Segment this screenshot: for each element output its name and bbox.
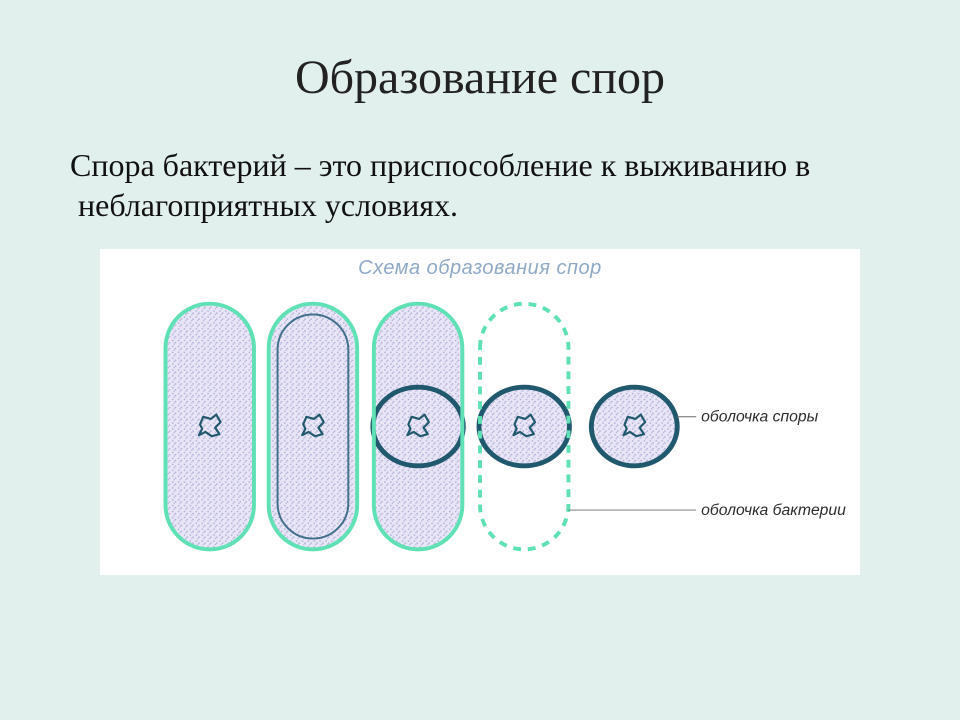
stage-4 [479,304,569,550]
label-bacteria-shell: оболочка бактерии [701,502,846,519]
spore-diagram: оболочка споры оболочка бактерии [106,286,854,571]
stage-3 [373,304,463,550]
spore-shell [479,387,569,466]
slide: Образование спор Спора бактерий – это пр… [0,0,960,720]
page-title: Образование спор [60,50,900,105]
diagram-caption: Схема образования спор [106,257,854,280]
stage-1 [166,304,254,550]
stage-2 [269,304,357,550]
label-spore-shell: оболочка споры [701,409,819,426]
spore-shell [373,387,463,466]
spore-shell [591,387,677,466]
stage-5 [591,387,677,466]
diagram-panel: Схема образования спор оболочка спорыобо… [100,249,860,575]
body-text: Спора бактерий – это приспособление к вы… [70,145,890,225]
